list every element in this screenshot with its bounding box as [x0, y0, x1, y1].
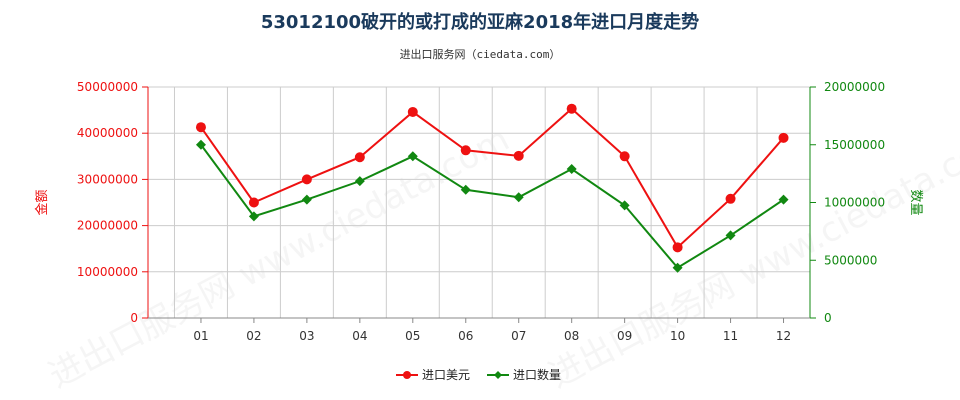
data-point-quantity — [248, 211, 259, 222]
left-tick-label: 10000000 — [77, 265, 138, 279]
legend: 进口美元 进口数量 — [396, 367, 561, 382]
data-point-quantity — [619, 200, 630, 211]
series-line-1 — [200, 107, 785, 249]
data-point-amount — [301, 174, 312, 185]
left-tick-label: 20000000 — [77, 219, 138, 233]
data-point-amount — [513, 150, 524, 161]
data-point-quantity — [460, 184, 471, 195]
data-point-quantity — [301, 194, 312, 205]
data-point-quantity — [195, 139, 206, 150]
x-tick-label: 01 — [193, 329, 208, 343]
data-point-quantity — [513, 192, 524, 203]
x-tick-label: 05 — [405, 329, 420, 343]
data-point-quantity — [778, 194, 789, 205]
left-tick-label: 30000000 — [77, 172, 138, 186]
right-tick-label: 5000000 — [824, 253, 877, 267]
left-tick-label: 50000000 — [77, 80, 138, 94]
x-tick-label: 09 — [617, 329, 632, 343]
x-tick-label: 03 — [299, 329, 314, 343]
right-tick-label: 0 — [824, 311, 832, 325]
data-point-amount — [248, 197, 259, 208]
data-point-quantity — [354, 176, 365, 187]
right-tick-label: 15000000 — [824, 138, 885, 152]
data-point-amount — [354, 152, 365, 163]
data-point-quantity — [407, 151, 418, 162]
axes: 0 10000000 20000000 30000000 40000000 5000000… — [34, 80, 923, 343]
legend-label: 进口美元 — [422, 368, 470, 382]
legend-label: 进口数量 — [513, 367, 561, 382]
series-layer — [195, 103, 789, 273]
x-tick-label: 12 — [776, 329, 791, 343]
left-tick-label: 40000000 — [77, 126, 138, 140]
chart-title: 53012100破开的或打成的亚麻2018年进口月度走势 — [260, 12, 700, 33]
data-point-amount — [407, 106, 418, 117]
left-tick-label: 0 — [130, 311, 138, 325]
data-point-amount — [778, 132, 789, 143]
x-tick-label: 06 — [458, 329, 473, 343]
legend-marker-circle — [403, 371, 411, 379]
right-tick-label: 20000000 — [824, 80, 885, 94]
x-tick-label: 04 — [352, 329, 367, 343]
legend-marker-diamond — [494, 371, 502, 379]
grid-lines — [148, 86, 811, 319]
x-tick-label: 02 — [246, 329, 261, 343]
series-line-2 — [200, 144, 785, 270]
chart-subtitle: 进出口服务网（ciedata.com） — [399, 48, 561, 61]
data-point-amount — [672, 242, 683, 253]
right-axis-title: 数量 — [908, 189, 923, 215]
data-point-quantity — [725, 230, 736, 241]
x-tick-label: 10 — [670, 329, 685, 343]
right-tick-label: 10000000 — [824, 196, 885, 210]
x-tick-label: 11 — [723, 329, 738, 343]
data-point-quantity — [566, 164, 577, 175]
data-point-quantity — [672, 262, 683, 273]
x-tick-label: 08 — [564, 329, 579, 343]
data-point-amount — [195, 122, 206, 133]
data-point-amount — [619, 151, 630, 162]
x-tick-label: 07 — [511, 329, 526, 343]
data-point-amount — [725, 193, 736, 204]
data-point-amount — [460, 145, 471, 156]
left-axis-title: 金额 — [34, 189, 50, 215]
data-point-amount — [566, 103, 577, 114]
